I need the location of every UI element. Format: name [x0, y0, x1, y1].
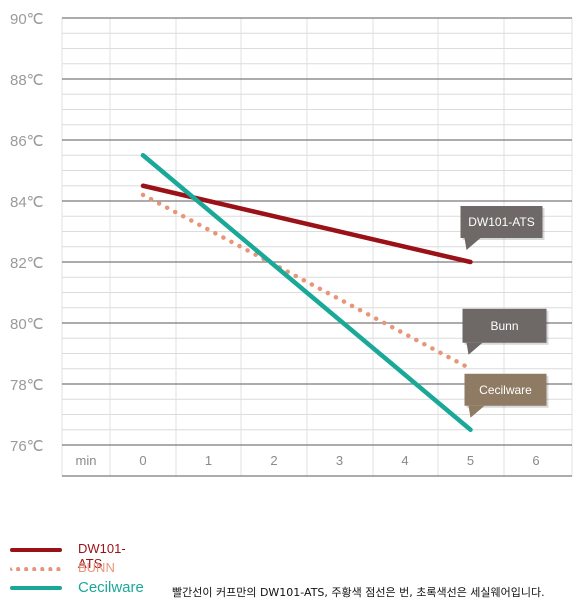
callout-pointer: [464, 238, 481, 250]
y-tick-label: 88℃: [10, 72, 44, 89]
legend-label-bunn: BUNN: [78, 560, 115, 575]
y-axis-ticks: 90℃ 88℃ 86℃ 84℃ 82℃ 80℃ 78℃ 76℃: [10, 11, 44, 455]
y-tick-label: 90℃: [10, 11, 44, 28]
callout-box: [464, 373, 547, 406]
caption: 빨간선이 커프만의 DW101-ATS, 주황색 점선은 번, 초록색선은 세실…: [172, 586, 545, 599]
legend-swatch-cecilware: [10, 586, 62, 590]
y-tick-label: 80℃: [10, 316, 44, 333]
callout-pointer: [466, 342, 483, 355]
callout-box: [460, 206, 543, 238]
callout-dw101-ats: DW101-ATS: [460, 206, 545, 250]
legend-label-cecilware: Cecilware: [78, 579, 144, 596]
x-tick-label: 4: [401, 453, 408, 468]
callout-label: Bunn: [490, 319, 518, 333]
chart-series: [140, 153, 473, 432]
callout-label: DW101-ATS: [468, 215, 534, 229]
chart-callouts: DW101-ATS Bunn Cecilware: [460, 206, 549, 418]
line-chart: 90℃ 88℃ 86℃ 84℃ 82℃ 80℃ 78℃ 76℃ min 0 1 2 3 4 5 6 DW10…: [10, 11, 573, 477]
y-tick-label: 86℃: [10, 133, 44, 150]
x-tick-label: 0: [139, 453, 146, 468]
x-axis-label: min: [76, 453, 97, 468]
legend-swatch-bunn: [10, 567, 62, 571]
legend-label-dw101-ats: DW101-ATS: [78, 541, 126, 571]
x-tick-label: 1: [205, 453, 212, 468]
series-line-cecilware: [140, 153, 473, 432]
x-axis-ticks: min 0 1 2 3 4 5 6: [76, 453, 540, 468]
series-line-bunn: [140, 192, 473, 371]
callout-label: Cecilware: [479, 383, 532, 397]
callout-cecilware: Cecilware: [464, 373, 549, 418]
y-tick-label: 76℃: [10, 438, 44, 455]
callout-box: [462, 308, 547, 343]
x-tick-label: 3: [336, 453, 343, 468]
y-tick-label: 78℃: [10, 377, 44, 394]
callout-pointer: [468, 405, 485, 418]
legend-swatch-dw101-ats: [10, 548, 62, 552]
y-tick-label: 84℃: [10, 194, 44, 211]
x-tick-label: 2: [270, 453, 277, 468]
y-tick-label: 82℃: [10, 255, 44, 272]
x-tick-label: 5: [467, 453, 474, 468]
x-tick-label: 6: [532, 453, 539, 468]
callout-bunn: Bunn: [462, 308, 549, 355]
